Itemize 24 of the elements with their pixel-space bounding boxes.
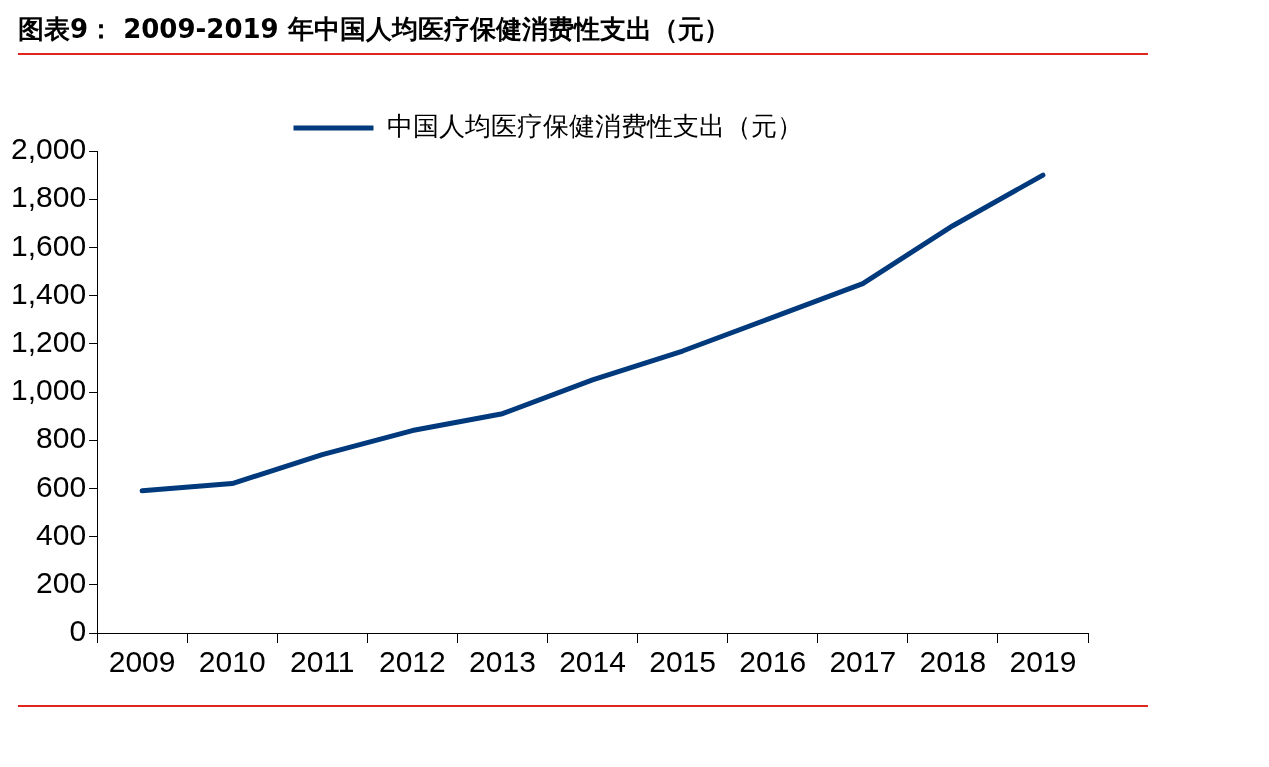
x-tick-label: 2015	[649, 645, 716, 679]
x-tick-label: 2009	[108, 645, 176, 679]
x-tick-label: 2013	[469, 645, 536, 679]
x-tick-label: 2011	[290, 645, 355, 679]
x-tick-label: 2019	[1009, 645, 1077, 679]
legend-label: 中国人均医疗保健消费性支出（元）	[386, 111, 803, 142]
y-tick-label: 1,000	[11, 373, 87, 407]
y-tick-label: 200	[36, 566, 87, 600]
x-tick-label: 2010	[198, 645, 266, 679]
x-tick-label: 2017	[829, 645, 897, 679]
y-tick-label: 1,200	[11, 325, 87, 359]
y-tick-label: 1,800	[11, 180, 87, 214]
y-tick-label: 1,600	[11, 228, 87, 262]
x-tick-label: 2018	[919, 645, 987, 679]
y-tick-label: 800	[36, 421, 87, 455]
x-tick-label: 2016	[739, 645, 807, 679]
y-tick-label: 2,000	[11, 132, 87, 166]
chart-title: 图表9： 2009-2019 年中国人均医疗保健消费性支出（元）	[17, 13, 731, 46]
y-tick-label: 0	[69, 614, 87, 648]
x-tick-label: 2012	[378, 645, 446, 679]
y-tick-label: 400	[36, 517, 87, 551]
x-tick-label: 2014	[559, 645, 626, 679]
y-tick-label: 1,400	[11, 276, 87, 310]
y-tick-label: 600	[36, 469, 87, 503]
